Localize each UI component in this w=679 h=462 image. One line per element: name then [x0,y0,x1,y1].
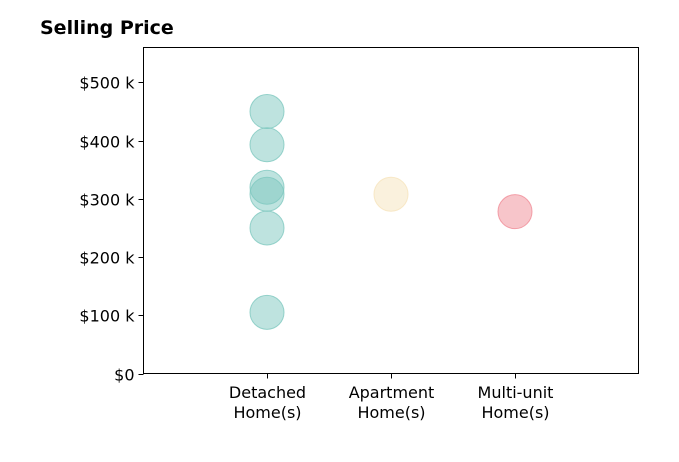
y-axis: $0 $100 k $200 k $300 k $400 k $500 k [79,74,144,385]
x-axis: Detached Home(s)Apartment Home(s)Multi-uni… [229,373,554,422]
data-points [249,94,533,330]
y-tick-label: $0 [114,366,134,385]
chart-title: Selling Price [40,17,174,39]
y-tick-label: $100 k [79,307,135,326]
data-point [249,127,285,163]
data-point [249,210,285,246]
y-tick-label: $400 k [79,133,135,152]
x-tick-label-line: Home(s) [481,403,549,422]
x-tick-label-line: Multi-unit [478,383,554,402]
x-tick-label: Multi-unit Home(s) [478,383,554,422]
data-point [373,176,409,212]
y-tick-label: $200 k [79,249,135,268]
x-tick-label-line: Apartment [349,383,435,402]
data-point [497,194,533,230]
y-tick-label: $500 k [79,74,135,93]
data-point [249,94,285,130]
x-tick-label-line: Home(s) [357,403,425,422]
x-tick-label-line: Home(s) [233,403,301,422]
data-point [249,176,285,212]
data-point [249,294,285,330]
x-tick-label: Detached Home(s) [229,383,306,422]
y-tick-label: $300 k [79,191,135,210]
x-tick-label: Apartment Home(s) [349,383,435,422]
x-tick-label-line: Detached [229,383,306,402]
